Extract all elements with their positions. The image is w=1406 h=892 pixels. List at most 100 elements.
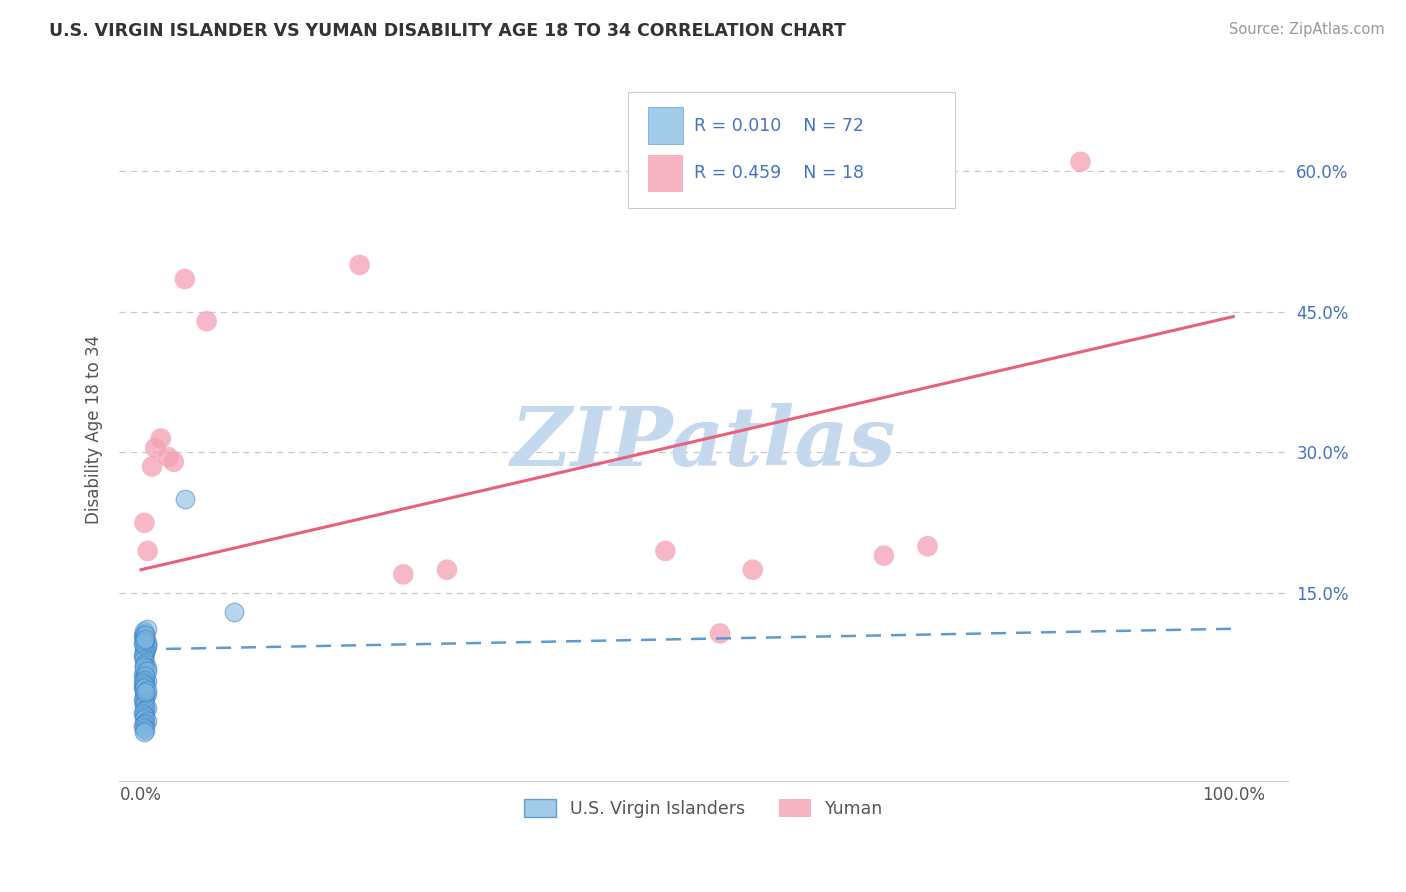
Point	[132, 693, 155, 707]
Bar	[648, 107, 682, 144]
Text: Source: ZipAtlas.com: Source: ZipAtlas.com	[1229, 22, 1385, 37]
Point	[134, 647, 156, 661]
Point	[135, 622, 157, 636]
Y-axis label: Disability Age 18 to 34: Disability Age 18 to 34	[86, 334, 103, 524]
Point	[135, 682, 157, 697]
Point	[134, 624, 156, 638]
Point	[917, 539, 939, 553]
Point	[163, 455, 186, 469]
Point	[134, 638, 156, 652]
Point	[134, 656, 156, 670]
Point	[134, 668, 156, 682]
Point	[134, 660, 156, 674]
Point	[134, 663, 156, 677]
Point	[134, 695, 156, 709]
Point	[134, 658, 156, 673]
Point	[195, 314, 218, 328]
Point	[134, 642, 156, 657]
Point	[132, 719, 155, 733]
Point	[149, 432, 172, 446]
Point	[392, 567, 415, 582]
Point	[135, 687, 157, 701]
Point	[654, 544, 676, 558]
Point	[134, 685, 156, 699]
Point	[132, 629, 155, 643]
Point	[134, 627, 156, 641]
Legend: U.S. Virgin Islanders, Yuman: U.S. Virgin Islanders, Yuman	[517, 792, 890, 825]
Point	[436, 563, 458, 577]
Point	[134, 676, 156, 690]
Point	[134, 710, 156, 724]
Point	[135, 700, 157, 714]
Text: R = 0.459    N = 18: R = 0.459 N = 18	[695, 164, 865, 183]
Point	[134, 725, 156, 739]
Bar	[648, 155, 682, 192]
Point	[134, 712, 156, 726]
Point	[135, 661, 157, 675]
Point	[134, 631, 156, 645]
Point	[134, 681, 156, 695]
Point	[1069, 154, 1091, 169]
Point	[134, 723, 156, 737]
Point	[134, 646, 156, 660]
Text: R = 0.010    N = 72: R = 0.010 N = 72	[695, 117, 865, 135]
FancyBboxPatch shape	[627, 92, 955, 208]
Point	[134, 645, 156, 659]
Point	[134, 644, 156, 658]
Point	[136, 544, 159, 558]
Point	[134, 665, 156, 680]
Point	[134, 721, 156, 735]
Point	[134, 702, 156, 716]
Point	[134, 717, 156, 731]
Point	[134, 715, 156, 730]
Point	[134, 684, 156, 698]
Point	[132, 680, 155, 694]
Point	[132, 706, 155, 720]
Point	[132, 648, 155, 663]
Point	[134, 516, 156, 530]
Point	[135, 714, 157, 728]
Point	[134, 673, 156, 688]
Point	[134, 683, 156, 698]
Point	[134, 632, 156, 647]
Point	[134, 708, 156, 723]
Point	[157, 450, 180, 465]
Text: ZIPatlas: ZIPatlas	[510, 403, 897, 483]
Point	[349, 258, 371, 272]
Point	[135, 635, 157, 649]
Point	[141, 459, 163, 474]
Point	[132, 675, 155, 690]
Point	[134, 649, 156, 664]
Point	[222, 605, 245, 619]
Point	[132, 667, 155, 681]
Point	[134, 698, 156, 713]
Point	[143, 441, 166, 455]
Point	[134, 681, 156, 696]
Point	[134, 628, 156, 642]
Text: U.S. VIRGIN ISLANDER VS YUMAN DISABILITY AGE 18 TO 34 CORRELATION CHART: U.S. VIRGIN ISLANDER VS YUMAN DISABILITY…	[49, 22, 846, 40]
Point	[134, 677, 156, 691]
Point	[134, 625, 156, 640]
Point	[173, 272, 195, 286]
Point	[135, 674, 157, 689]
Point	[134, 704, 156, 718]
Point	[873, 549, 896, 563]
Point	[134, 691, 156, 706]
Point	[134, 634, 156, 648]
Point	[741, 563, 763, 577]
Point	[134, 632, 156, 646]
Point	[134, 697, 156, 711]
Point	[134, 640, 156, 655]
Point	[134, 671, 156, 685]
Point	[134, 690, 156, 704]
Point	[135, 640, 157, 654]
Point	[709, 626, 731, 640]
Point	[173, 492, 195, 507]
Point	[134, 679, 156, 693]
Point	[135, 664, 157, 678]
Point	[134, 652, 156, 666]
Point	[132, 636, 155, 650]
Point	[134, 678, 156, 692]
Point	[134, 673, 156, 687]
Point	[135, 638, 157, 652]
